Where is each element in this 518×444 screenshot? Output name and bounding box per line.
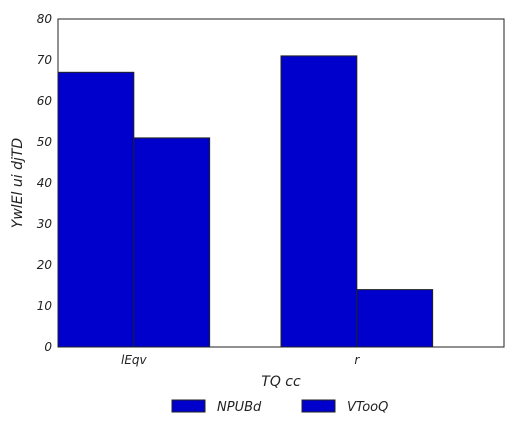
bar-1-0 bbox=[133, 137, 211, 348]
bars-group bbox=[57, 55, 434, 348]
y-tick-label-6: 60 bbox=[37, 94, 53, 108]
legend-swatch-0 bbox=[171, 399, 206, 413]
plot-frame bbox=[57, 18, 505, 348]
y-tick-label-4: 40 bbox=[37, 176, 53, 190]
y-tick-label-2: 20 bbox=[37, 258, 53, 272]
y-tick-label-3: 30 bbox=[37, 217, 53, 231]
y-tick-label-5: 50 bbox=[37, 135, 53, 149]
bar-0-0 bbox=[57, 71, 135, 348]
bar-0-1 bbox=[280, 55, 358, 348]
x-axis-title: TQ cc bbox=[261, 374, 301, 390]
legend-label-1: VTooQ bbox=[347, 400, 388, 415]
y-axis-ticks: 0 10 20 30 40 50 60 70 80 bbox=[37, 12, 53, 354]
y-tick-label-0: 0 bbox=[44, 340, 52, 354]
y-tick-label-8: 80 bbox=[37, 12, 53, 26]
y-axis-title: YwlEl ui djTD bbox=[10, 138, 26, 229]
x-tick-label-1: r bbox=[354, 353, 360, 367]
legend-swatch-1 bbox=[301, 399, 336, 413]
bar-1-1 bbox=[356, 289, 434, 348]
x-axis-ticks: lEqv r bbox=[121, 353, 360, 367]
x-tick-label-0: lEqv bbox=[121, 353, 148, 367]
y-tick-label-1: 10 bbox=[37, 299, 53, 313]
legend-label-0: NPUBd bbox=[217, 400, 262, 415]
legend: NPUBd VTooQ bbox=[171, 399, 388, 415]
y-tick-label-7: 70 bbox=[37, 53, 53, 67]
